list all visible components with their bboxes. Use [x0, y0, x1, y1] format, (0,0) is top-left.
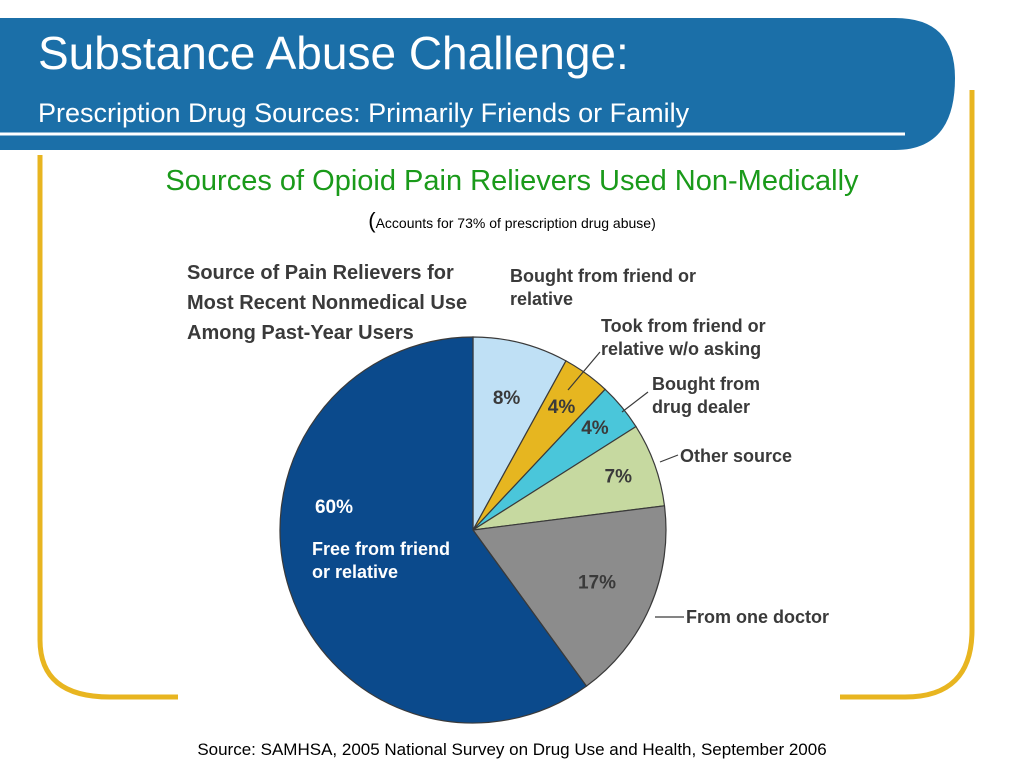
chart-note: (Accounts for 73% of prescription drug a…	[0, 208, 1024, 234]
callout-bought-friend: Bought from friend or relative	[510, 266, 696, 309]
chart-heading: Source of Pain Relievers for Most Recent…	[187, 262, 468, 344]
leader-line-other-source	[659, 454, 679, 463]
pie-label-one-doctor: 17%	[578, 573, 616, 594]
header-band	[0, 18, 955, 150]
chart-title: Sources of Opioid Pain Relievers Used No…	[165, 165, 859, 197]
callout-other-source: Other source	[680, 446, 793, 466]
source-note: Source: SAMHSA, 2005 National Survey on …	[197, 740, 827, 759]
slide-subtitle: Prescription Drug Sources: Primarily Fri…	[38, 98, 690, 128]
pie-slice-bought-friend	[472, 336, 567, 531]
chart-note-text: Accounts for 73% of prescription drug ab…	[375, 215, 656, 231]
slide-title: Substance Abuse Challenge:	[38, 27, 629, 79]
leader-line-took-friend	[567, 351, 601, 391]
pie-label-drug-dealer: 4%	[581, 418, 609, 439]
pie-slice-free-friend	[279, 336, 588, 724]
leader-line-drug-dealer	[621, 391, 649, 413]
callout-took-friend: Took from friend or relative w/o asking	[601, 316, 766, 359]
pie-label-took-friend: 4%	[548, 397, 576, 418]
pie-label-free-friend: 60%	[315, 497, 353, 518]
callout-free-friend: Free from friend or relative	[312, 539, 451, 582]
pie-label-other-source: 7%	[605, 467, 633, 488]
callout-one-doctor: From one doctor	[686, 607, 829, 627]
pie-slice-one-doctor	[471, 505, 667, 687]
pie-label-bought-friend: 8%	[493, 388, 521, 409]
chart-note-paren: (	[368, 208, 376, 233]
frame-border	[37, 90, 975, 700]
callout-drug-dealer: Bought from drug dealer	[652, 374, 760, 417]
